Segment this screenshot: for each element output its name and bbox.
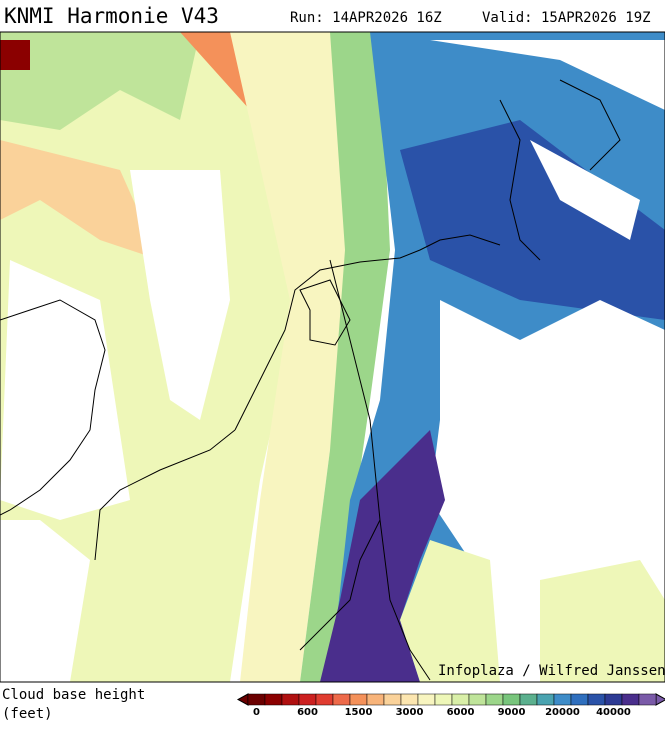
legend-swatch xyxy=(349,693,368,706)
legend-swatch xyxy=(536,693,555,706)
legend-label: 600 xyxy=(297,707,318,718)
clear-sky xyxy=(430,40,665,110)
legend-swatch xyxy=(604,693,623,706)
cloud-area xyxy=(400,120,665,320)
legend-label: 0 xyxy=(253,707,260,718)
legend-title: (feet) xyxy=(2,706,53,722)
cloud-area xyxy=(0,40,30,70)
map xyxy=(0,31,665,683)
cloud-area xyxy=(320,430,445,682)
legend-swatch xyxy=(468,693,487,706)
legend-label: 6000 xyxy=(447,707,475,718)
cloud-area xyxy=(230,32,360,682)
cloud-area xyxy=(540,560,665,682)
legend-swatch xyxy=(417,693,436,706)
clear-sky xyxy=(0,260,130,520)
clear-sky xyxy=(530,140,640,240)
clear-sky xyxy=(130,170,230,420)
legend-swatch xyxy=(264,693,283,706)
coastlines xyxy=(0,79,621,681)
legend-swatch xyxy=(502,693,521,706)
legend-title: Cloud base height xyxy=(2,687,145,703)
legend-label: 20000 xyxy=(545,707,580,718)
legend-swatch xyxy=(315,693,334,706)
cloud-area xyxy=(300,32,390,682)
legend-swatch xyxy=(587,693,606,706)
legend-swatch xyxy=(519,693,538,706)
legend-swatch xyxy=(638,693,657,706)
title: KNMI Harmonie V43 xyxy=(4,4,219,28)
cloud-area xyxy=(400,540,500,682)
map-frame xyxy=(0,31,665,683)
legend-swatch xyxy=(451,693,470,706)
legend-swatch xyxy=(247,693,266,706)
legend-swatch xyxy=(332,693,351,706)
legend-label: 3000 xyxy=(396,707,424,718)
legend-swatch xyxy=(281,693,300,706)
cloud-area xyxy=(0,140,160,260)
legend-swatch xyxy=(400,693,419,706)
legend-label: 40000 xyxy=(596,707,631,718)
legend-swatch xyxy=(434,693,453,706)
legend-swatch xyxy=(621,693,640,706)
legend-swatch xyxy=(553,693,572,706)
legend-swatch xyxy=(570,693,589,706)
legend-swatch xyxy=(383,693,402,706)
legend-label: 1500 xyxy=(345,707,373,718)
credit: Infoplaza / Wilfred Janssen xyxy=(438,663,665,679)
cloud-area xyxy=(0,32,200,130)
legend-swatch xyxy=(298,693,317,706)
valid-time: Valid: 15APR2026 19Z xyxy=(482,10,651,26)
legend-swatch xyxy=(485,693,504,706)
legend-label: 9000 xyxy=(498,707,526,718)
legend: Cloud base height (feet) 0 600 1500 3000 6000 9… xyxy=(2,687,665,722)
legend-swatch xyxy=(366,693,385,706)
run-time: Run: 14APR2026 16Z xyxy=(290,10,442,26)
